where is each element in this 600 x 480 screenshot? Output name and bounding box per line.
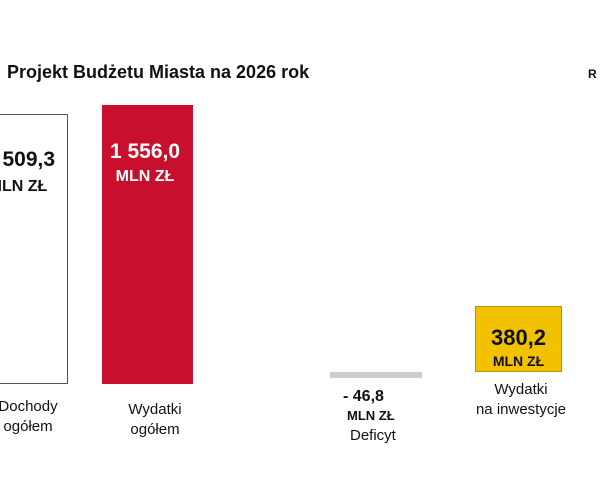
bar-income xyxy=(0,113,68,384)
bar-income-value-label: 1 509,3 xyxy=(0,148,56,171)
deficit-unit-label: MLN ZŁ xyxy=(347,408,395,423)
bar-investment xyxy=(475,306,562,372)
bar-expenses-unit-label: MLN ZŁ xyxy=(115,168,175,185)
category-label-investment: Wydatki na inwestycje xyxy=(475,381,567,418)
bar-expenses xyxy=(102,105,193,384)
bar-expenses-value-label: 1 556,0 xyxy=(109,140,181,163)
chart-title: Projekt Budżetu Miasta na 2026 rok xyxy=(7,62,310,82)
deficit-value-label: - 46,8 xyxy=(343,388,384,405)
category-label-deficit: Deficyt xyxy=(350,427,396,444)
bar-income-unit-label: MLN ZŁ xyxy=(0,178,48,195)
bar-deficit xyxy=(330,372,422,378)
bar-investment-value-label: 380,2 xyxy=(490,325,547,350)
category-label-income: Dochody ogółem xyxy=(0,398,58,435)
bar-investment-unit-label: MLN ZŁ xyxy=(492,353,545,369)
corner-mark: R xyxy=(588,67,597,81)
category-label-expenses: Wydatki ogółem xyxy=(128,401,182,438)
